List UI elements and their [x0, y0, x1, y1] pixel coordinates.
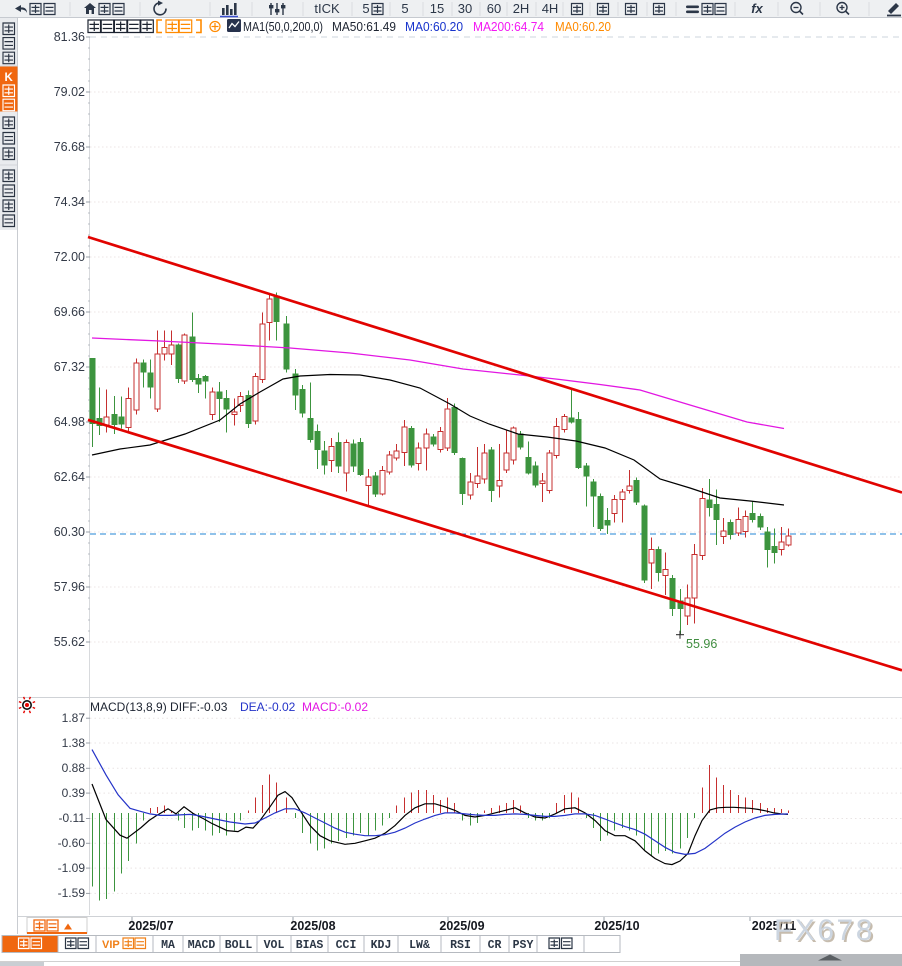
svg-text:-1.09: -1.09 [58, 861, 86, 875]
svg-text:-0.11: -0.11 [59, 811, 86, 825]
svg-text:tICK: tICK [314, 1, 340, 16]
svg-text:MA0:60.20: MA0:60.20 [405, 19, 463, 34]
svg-text:2H: 2H [513, 1, 530, 16]
svg-text:VOL: VOL [264, 939, 285, 952]
svg-text:60: 60 [487, 1, 501, 16]
svg-text:2025/11: 2025/11 [752, 919, 797, 933]
svg-text:PSY: PSY [513, 939, 534, 952]
svg-text:72.00: 72.00 [54, 250, 85, 264]
svg-text:74.34: 74.34 [54, 195, 85, 209]
svg-text:5: 5 [362, 1, 369, 16]
svg-text:-0.60: -0.60 [58, 836, 86, 850]
svg-text:BOLL: BOLL [225, 939, 253, 952]
svg-text:2025/10: 2025/10 [594, 919, 639, 933]
svg-text:2025/07: 2025/07 [128, 919, 173, 933]
svg-text:15: 15 [430, 1, 444, 16]
svg-text:60.30: 60.30 [54, 525, 85, 539]
svg-text:MA: MA [161, 939, 175, 952]
svg-text:K: K [5, 72, 14, 84]
svg-text:81.36: 81.36 [54, 30, 85, 44]
svg-text:MA1(50,0,200,0): MA1(50,0,200,0) [243, 19, 323, 34]
svg-text:LW&: LW& [409, 939, 430, 952]
svg-text:67.32: 67.32 [54, 360, 85, 374]
svg-text:55.62: 55.62 [54, 635, 85, 649]
svg-text:MACD:-0.02: MACD:-0.02 [302, 700, 368, 714]
svg-text:2025/08: 2025/08 [290, 919, 335, 933]
svg-text:fx: fx [751, 1, 763, 16]
svg-text:RSI: RSI [450, 939, 471, 952]
svg-text:FX678: FX678 [774, 914, 875, 947]
svg-text:5: 5 [401, 1, 408, 16]
svg-text:55.96: 55.96 [686, 637, 717, 651]
svg-text:2025/09: 2025/09 [439, 919, 484, 933]
svg-text:76.68: 76.68 [54, 140, 85, 154]
svg-text:30: 30 [458, 1, 472, 16]
svg-text:69.66: 69.66 [54, 305, 85, 319]
svg-text:79.02: 79.02 [54, 85, 85, 99]
svg-text:CCI: CCI [336, 939, 357, 952]
svg-text:-1.59: -1.59 [58, 886, 86, 900]
svg-text:MA200:64.74: MA200:64.74 [473, 19, 544, 34]
svg-text:VIP: VIP [102, 939, 120, 951]
svg-text:MACD(13,8,9) DIFF:-0.03: MACD(13,8,9) DIFF:-0.03 [90, 700, 228, 714]
svg-text:MA50:61.49: MA50:61.49 [332, 19, 396, 34]
svg-text:57.96: 57.96 [54, 580, 85, 594]
svg-text:62.64: 62.64 [54, 470, 85, 484]
svg-text:64.98: 64.98 [54, 415, 85, 429]
svg-text:FX678: FX678 [776, 916, 877, 949]
svg-text:MA0:60.20: MA0:60.20 [555, 19, 611, 34]
svg-text:MACD: MACD [188, 939, 216, 952]
svg-text:CR: CR [488, 939, 502, 952]
svg-text:DEA:-0.02: DEA:-0.02 [240, 700, 296, 714]
svg-text:0.39: 0.39 [62, 786, 86, 800]
svg-text:1.87: 1.87 [62, 711, 86, 725]
svg-text:0.88: 0.88 [62, 761, 86, 775]
svg-text:KDJ: KDJ [371, 939, 392, 952]
svg-text:4H: 4H [542, 1, 559, 16]
svg-text:BIAS: BIAS [296, 939, 324, 952]
svg-text:1.38: 1.38 [62, 736, 86, 750]
